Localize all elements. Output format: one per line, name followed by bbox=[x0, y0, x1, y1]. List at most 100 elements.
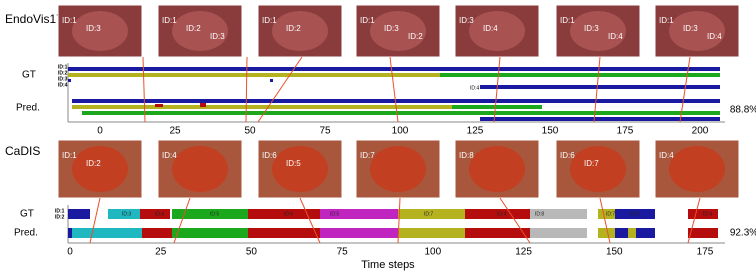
track-bar bbox=[82, 111, 532, 115]
track-bar bbox=[530, 209, 587, 219]
thumbnail-glow bbox=[172, 146, 228, 192]
link-line bbox=[397, 197, 401, 244]
segment-label: ID:5 bbox=[330, 211, 339, 217]
x-label: Time steps bbox=[361, 259, 415, 271]
tick-label: 75 bbox=[337, 247, 349, 258]
id-label: ID:1 bbox=[659, 16, 674, 25]
score: 88.8% bbox=[730, 105, 756, 116]
segment-label: ID:6 bbox=[630, 211, 639, 217]
track-bar bbox=[172, 228, 248, 238]
segment-label: ID:8 bbox=[535, 211, 544, 217]
row-label: ID:3 bbox=[58, 76, 68, 82]
track-bar bbox=[530, 111, 720, 115]
id-label: ID:2 bbox=[86, 159, 101, 168]
id-label: ID:3 bbox=[384, 24, 399, 33]
track-bar bbox=[68, 209, 90, 219]
segment-label: ID:3 bbox=[122, 211, 131, 217]
track-bar bbox=[628, 228, 636, 238]
track-bar bbox=[155, 104, 163, 107]
id-label: ID:8 bbox=[459, 151, 474, 160]
track-bar bbox=[688, 209, 718, 219]
segment-label: ID:4 bbox=[470, 85, 479, 91]
track-bar bbox=[688, 228, 718, 238]
link-line bbox=[245, 56, 248, 123]
row-label: ID:2 bbox=[58, 70, 68, 76]
id-label: ID:3 bbox=[683, 24, 698, 33]
track-bar bbox=[72, 99, 720, 103]
track-bar bbox=[72, 228, 142, 238]
tick-label: 50 bbox=[244, 126, 256, 137]
gt-label: GT bbox=[20, 209, 34, 220]
track-bar bbox=[598, 209, 615, 219]
pred-label: Pred. bbox=[14, 228, 38, 239]
thumbnail-glow bbox=[570, 146, 626, 192]
row-label: ID:1 bbox=[55, 208, 65, 214]
track-bar bbox=[398, 209, 465, 219]
segment-label: ID:4 bbox=[497, 211, 506, 217]
link-line bbox=[173, 197, 191, 244]
id-label: ID:1 bbox=[560, 16, 575, 25]
segment-label: ID:5 bbox=[210, 211, 219, 217]
link-line bbox=[593, 56, 601, 123]
tick-label: 150 bbox=[542, 126, 559, 137]
track-bar bbox=[452, 105, 542, 109]
track-bar bbox=[615, 209, 655, 219]
track-bar bbox=[200, 103, 206, 107]
thumbnail-glow bbox=[370, 11, 426, 51]
id-label: ID:1 bbox=[62, 151, 77, 160]
row-label: ID:2 bbox=[55, 214, 65, 220]
track-bar bbox=[248, 228, 320, 238]
tick-label: 175 bbox=[697, 247, 714, 258]
id-label: ID:6 bbox=[560, 151, 575, 160]
track-bar bbox=[108, 209, 140, 219]
score: 92.3% bbox=[730, 228, 756, 239]
tick-label: 25 bbox=[169, 126, 181, 137]
id-label: ID:1 bbox=[360, 16, 375, 25]
link-line bbox=[679, 56, 691, 123]
thumbnail-glow bbox=[669, 11, 725, 51]
link-line bbox=[89, 197, 101, 244]
track-bar bbox=[248, 209, 320, 219]
id-label: ID:5 bbox=[286, 159, 301, 168]
row-label: ID:4 bbox=[58, 82, 68, 88]
gt-label: GT bbox=[22, 70, 36, 81]
link-line bbox=[493, 56, 501, 123]
track-bar bbox=[68, 73, 440, 77]
id-label: ID:3 bbox=[584, 24, 599, 33]
id-label: ID:4 bbox=[608, 32, 623, 41]
track-bar bbox=[68, 67, 720, 71]
segment-label: ID:4 bbox=[155, 211, 164, 217]
track-bar bbox=[320, 209, 398, 219]
link-line bbox=[687, 197, 701, 244]
id-label: ID:6 bbox=[262, 151, 277, 160]
segment-label: ID:6 bbox=[284, 211, 293, 217]
link-line bbox=[499, 197, 531, 244]
segment-label: ID:7 bbox=[424, 211, 433, 217]
track-bar bbox=[465, 228, 530, 238]
segment-label: ID:7 bbox=[606, 211, 615, 217]
track-bar bbox=[68, 79, 71, 82]
tick-label: 25 bbox=[155, 247, 167, 258]
thumbnail-glow bbox=[669, 146, 725, 192]
track-bar bbox=[140, 209, 170, 219]
tick-label: 100 bbox=[425, 247, 442, 258]
tick-label: 125 bbox=[467, 126, 484, 137]
segment-label: ID:4 bbox=[703, 211, 712, 217]
id-label: ID:7 bbox=[584, 159, 599, 168]
track-bar bbox=[142, 228, 172, 238]
link-line bbox=[142, 56, 146, 123]
link-line bbox=[599, 197, 611, 244]
track-bar bbox=[320, 228, 398, 238]
thumbnail-glow bbox=[272, 146, 328, 192]
id-label: ID:4 bbox=[483, 24, 498, 33]
id-label: ID:3 bbox=[459, 16, 474, 25]
tick-label: 75 bbox=[319, 126, 331, 137]
track-bar bbox=[480, 117, 720, 121]
thumbnail-glow bbox=[370, 146, 426, 192]
id-label: ID:1 bbox=[62, 16, 77, 25]
row-label: ID:1 bbox=[58, 64, 68, 70]
id-label: ID:4 bbox=[162, 151, 177, 160]
panel-name: EndoVis17 bbox=[5, 12, 63, 26]
tick-label: 175 bbox=[617, 126, 634, 137]
